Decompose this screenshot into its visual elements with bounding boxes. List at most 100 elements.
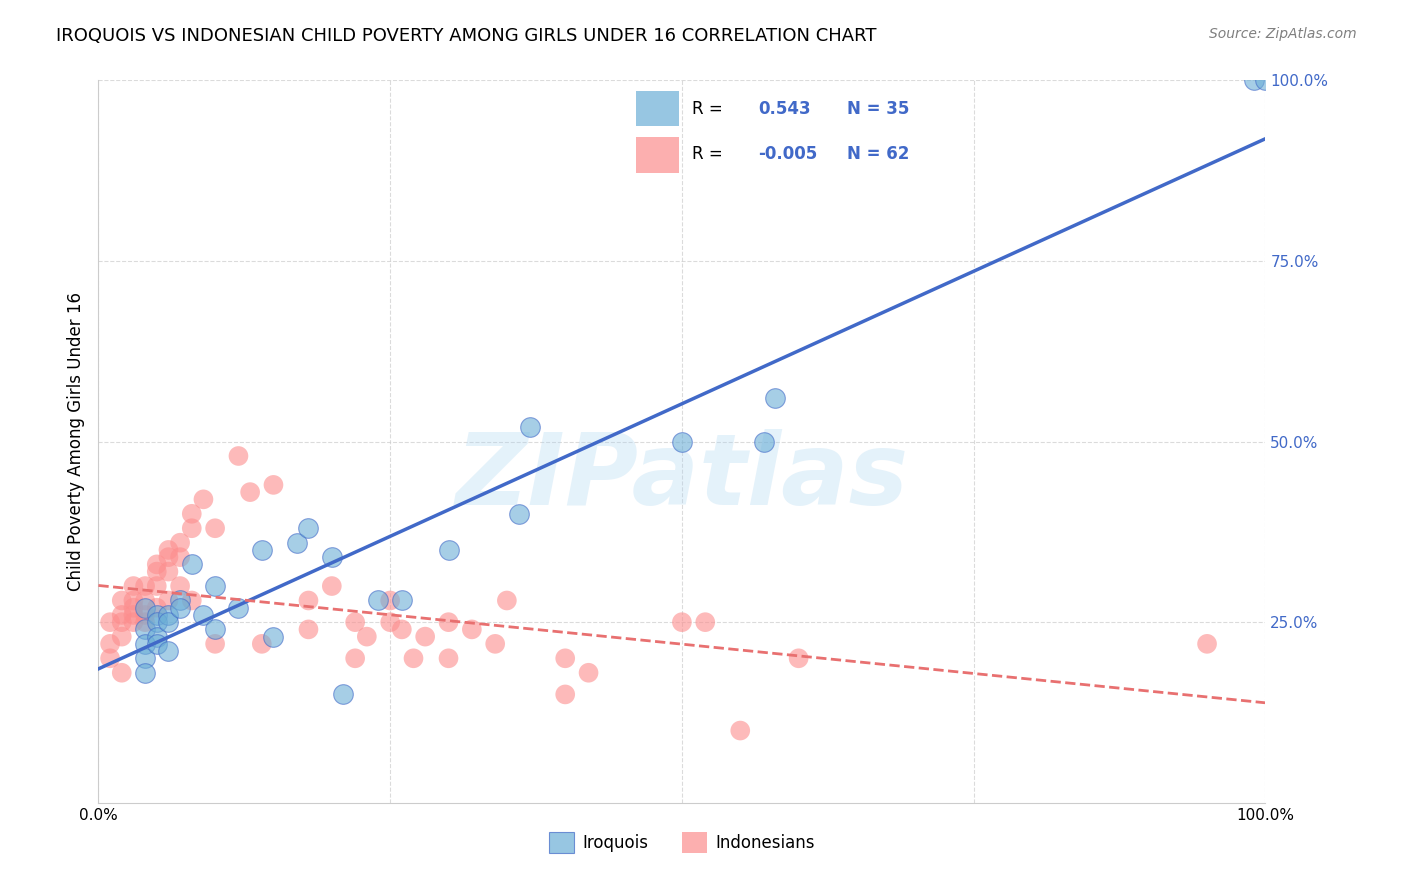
Point: [239, 485, 262, 500]
Point: [146, 637, 169, 651]
Point: [134, 607, 156, 622]
Point: [437, 651, 460, 665]
Point: [180, 593, 202, 607]
Point: [1195, 637, 1218, 651]
Point: [367, 593, 389, 607]
Point: [146, 558, 169, 572]
Point: [111, 630, 134, 644]
Point: [228, 449, 250, 463]
Point: [554, 651, 576, 665]
Point: [250, 637, 273, 651]
Text: -0.005: -0.005: [758, 145, 817, 163]
Text: R =: R =: [692, 145, 723, 163]
Point: [285, 535, 308, 549]
Point: [730, 723, 752, 738]
Bar: [636, 91, 679, 127]
Point: [356, 630, 378, 644]
Point: [1254, 73, 1277, 87]
Point: [180, 521, 202, 535]
Point: [169, 535, 191, 549]
Point: [157, 615, 180, 630]
Point: [134, 637, 156, 651]
Text: IROQUOIS VS INDONESIAN CHILD POVERTY AMONG GIRLS UNDER 16 CORRELATION CHART: IROQUOIS VS INDONESIAN CHILD POVERTY AMO…: [56, 27, 877, 45]
Point: [98, 615, 121, 630]
Point: [157, 565, 180, 579]
Point: [578, 665, 600, 680]
Point: [180, 558, 202, 572]
Point: [297, 623, 319, 637]
Point: [169, 600, 191, 615]
Point: [228, 600, 250, 615]
Point: [134, 651, 156, 665]
Point: [146, 565, 169, 579]
Point: [413, 630, 436, 644]
Point: [157, 607, 180, 622]
Point: [297, 593, 319, 607]
Point: [519, 420, 541, 434]
Y-axis label: Child Poverty Among Girls Under 16: Child Poverty Among Girls Under 16: [66, 292, 84, 591]
Point: [671, 615, 693, 630]
Point: [111, 593, 134, 607]
Point: [671, 434, 693, 449]
Point: [380, 615, 402, 630]
Point: [437, 542, 460, 557]
Point: [344, 615, 367, 630]
Point: [122, 593, 145, 607]
Text: ZIPatlas: ZIPatlas: [456, 429, 908, 526]
Point: [134, 665, 156, 680]
Point: [204, 623, 226, 637]
Text: N = 35: N = 35: [846, 100, 910, 118]
Point: [169, 593, 191, 607]
Point: [297, 521, 319, 535]
Point: [554, 687, 576, 701]
Point: [169, 550, 191, 565]
Point: [461, 623, 484, 637]
Point: [134, 579, 156, 593]
Point: [695, 615, 717, 630]
Point: [204, 637, 226, 651]
Point: [193, 607, 215, 622]
Point: [391, 593, 413, 607]
Point: [111, 665, 134, 680]
Point: [122, 579, 145, 593]
Point: [134, 615, 156, 630]
Point: [332, 687, 354, 701]
Text: R =: R =: [692, 100, 723, 118]
Point: [344, 651, 367, 665]
Point: [146, 607, 169, 622]
Point: [204, 579, 226, 593]
Text: 0.543: 0.543: [758, 100, 810, 118]
Text: N = 62: N = 62: [846, 145, 910, 163]
Point: [484, 637, 506, 651]
Point: [157, 644, 180, 658]
Point: [193, 492, 215, 507]
Point: [321, 579, 343, 593]
Point: [250, 542, 273, 557]
Point: [111, 615, 134, 630]
Point: [111, 607, 134, 622]
Point: [321, 550, 343, 565]
Point: [787, 651, 810, 665]
Point: [169, 579, 191, 593]
Point: [134, 600, 156, 615]
Point: [752, 434, 775, 449]
Point: [380, 593, 402, 607]
Point: [1243, 73, 1265, 87]
Point: [496, 593, 519, 607]
Point: [180, 507, 202, 521]
Point: [437, 615, 460, 630]
Point: [146, 600, 169, 615]
Point: [122, 600, 145, 615]
Point: [262, 478, 284, 492]
Point: [134, 623, 156, 637]
Point: [763, 391, 786, 405]
Point: [146, 615, 169, 630]
Point: [122, 607, 145, 622]
Point: [402, 651, 425, 665]
Point: [157, 542, 180, 557]
Point: [157, 593, 180, 607]
Bar: [636, 136, 679, 173]
Text: Source: ZipAtlas.com: Source: ZipAtlas.com: [1209, 27, 1357, 41]
Point: [146, 579, 169, 593]
Point: [146, 630, 169, 644]
